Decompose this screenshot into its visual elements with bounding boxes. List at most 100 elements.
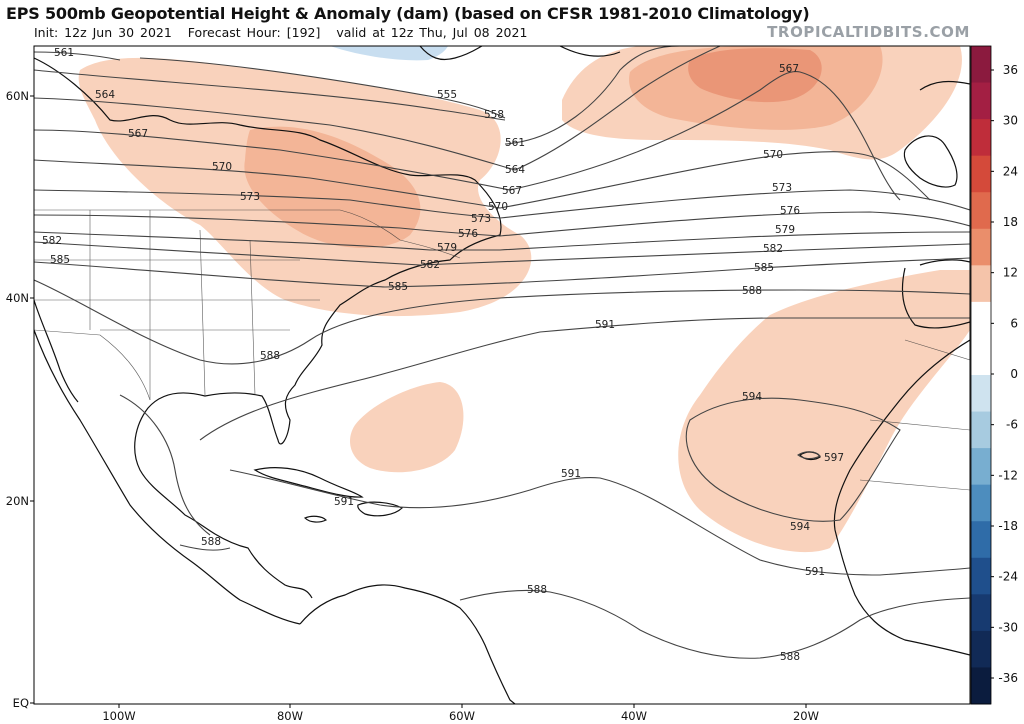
colorbar-tick-label: -36	[998, 671, 1018, 685]
north-america-coast	[34, 57, 502, 599]
colorbar-segment	[971, 594, 991, 632]
contour-label: 585	[50, 254, 70, 266]
anomaly-atlantic-central	[350, 382, 464, 473]
contour-label: 567	[128, 128, 148, 140]
contour-588	[34, 279, 970, 365]
contour-label: 582	[763, 243, 783, 255]
us-canada-border	[34, 209, 461, 259]
contour-label: 585	[754, 262, 774, 274]
cuba	[253, 467, 364, 498]
anomaly-blue-greenland	[330, 46, 448, 61]
contour-label: 597	[824, 452, 844, 464]
colorbar-segment	[971, 338, 991, 376]
british-isles	[903, 135, 958, 188]
colorbar-tick-label: 36	[1003, 63, 1018, 77]
colorbar-segment	[971, 228, 991, 266]
height-contours	[34, 46, 970, 659]
africa-coast	[833, 339, 970, 656]
contour-label: 588	[527, 584, 547, 596]
contour-label: 561	[54, 47, 74, 59]
contour-labels: 561 564 567 570 573 582 585 555 558 561 …	[42, 47, 844, 663]
contour-576	[34, 211, 970, 237]
longitude-axis: 100W 80W 60W 40W 20W	[102, 704, 819, 723]
baja-peninsula	[34, 299, 79, 403]
colorbar-tick-label: -18	[998, 519, 1018, 533]
colorbar-segment	[971, 557, 991, 595]
colorbar-tick-label: -24	[998, 570, 1018, 584]
colorbar-segment	[971, 46, 991, 84]
lon-label-100w: 100W	[102, 709, 135, 723]
latitude-axis: 60N 40N 20N EQ	[6, 89, 34, 710]
europe-coast	[901, 80, 970, 329]
colorbar-segment	[971, 192, 991, 230]
colorbar: 36 30 24 18 12 6 0 -6 -12 -18 -24 -30 -36	[970, 45, 1018, 705]
hispaniola	[357, 501, 404, 517]
contour-label: 561	[505, 137, 525, 149]
colorbar-segment	[971, 265, 991, 303]
jamaica	[303, 515, 328, 523]
greenland-south	[419, 46, 483, 61]
contour-label: 576	[458, 228, 478, 240]
colorbar-segment	[971, 448, 991, 486]
contour-label: 591	[561, 468, 581, 480]
colorbar-segment	[971, 630, 991, 668]
contour-label: 564	[95, 89, 115, 101]
contour-label: 573	[772, 182, 792, 194]
contour-label: 591	[805, 566, 825, 578]
contour-label: 570	[763, 149, 783, 161]
contour-591-south	[229, 469, 970, 576]
lon-label-80w: 80W	[277, 709, 303, 723]
coastlines	[34, 46, 970, 704]
contour-567	[34, 71, 901, 201]
contour-label: 591	[334, 496, 354, 508]
contour-label: 579	[775, 224, 795, 236]
contour-label: 570	[488, 201, 508, 213]
lon-label-60w: 60W	[449, 709, 475, 723]
contour-579	[34, 231, 970, 251]
contour-561	[34, 46, 681, 145]
anomaly-canada-medium	[244, 126, 421, 248]
contour-label: 564	[505, 164, 525, 176]
mexico-pacific-coast	[34, 329, 301, 625]
contour-label: 594	[742, 391, 762, 403]
colorbar-segment	[971, 521, 991, 559]
colorbar-tick-label: 0	[1010, 367, 1018, 381]
contour-564	[34, 46, 721, 171]
contour-label: 582	[420, 259, 440, 271]
contour-591	[119, 317, 970, 536]
iceland-coast	[559, 46, 621, 57]
contour-label: 555	[437, 89, 457, 101]
contour-label: 558	[484, 109, 504, 121]
lat-label-60n: 60N	[6, 89, 29, 103]
colorbar-tick-label: -12	[998, 468, 1018, 482]
valid-time: valid at 12z Thu, Jul 08 2021	[336, 25, 528, 40]
contour-558	[34, 69, 506, 121]
lon-label-40w: 40W	[621, 709, 647, 723]
forecast-hour: Forecast Hour: [192]	[187, 25, 321, 40]
colorbar-segment	[971, 484, 991, 522]
contour-597	[797, 451, 821, 460]
contour-585	[34, 257, 970, 288]
contour-label: 585	[388, 281, 408, 293]
brand-watermark: TROPICALTIDBITS.COM	[767, 23, 970, 41]
colorbar-segment	[971, 667, 991, 705]
contour-570	[34, 151, 931, 209]
colorbar-tick-label: 18	[1003, 215, 1018, 229]
lon-label-20w: 20W	[793, 709, 819, 723]
colorbar-tick-label: 12	[1003, 266, 1018, 280]
contour-label: 567	[502, 185, 522, 197]
anomaly-northeast-strong	[688, 48, 822, 103]
colorbar-segment	[971, 375, 991, 413]
political-borders	[34, 209, 970, 491]
contour-588-caribbean	[179, 544, 231, 551]
anomaly-east-atlantic	[678, 270, 970, 553]
colorbar-tick-label: 6	[1010, 316, 1018, 330]
colorbar-segment	[971, 82, 991, 120]
colorbar-segment	[971, 155, 991, 193]
contour-label: 576	[780, 205, 800, 217]
init-time: Init: 12z Jun 30 2021	[34, 25, 172, 40]
contour-label: 588	[742, 285, 762, 297]
colorbar-tick-label: 24	[1003, 164, 1018, 178]
contour-label: 582	[42, 235, 62, 247]
